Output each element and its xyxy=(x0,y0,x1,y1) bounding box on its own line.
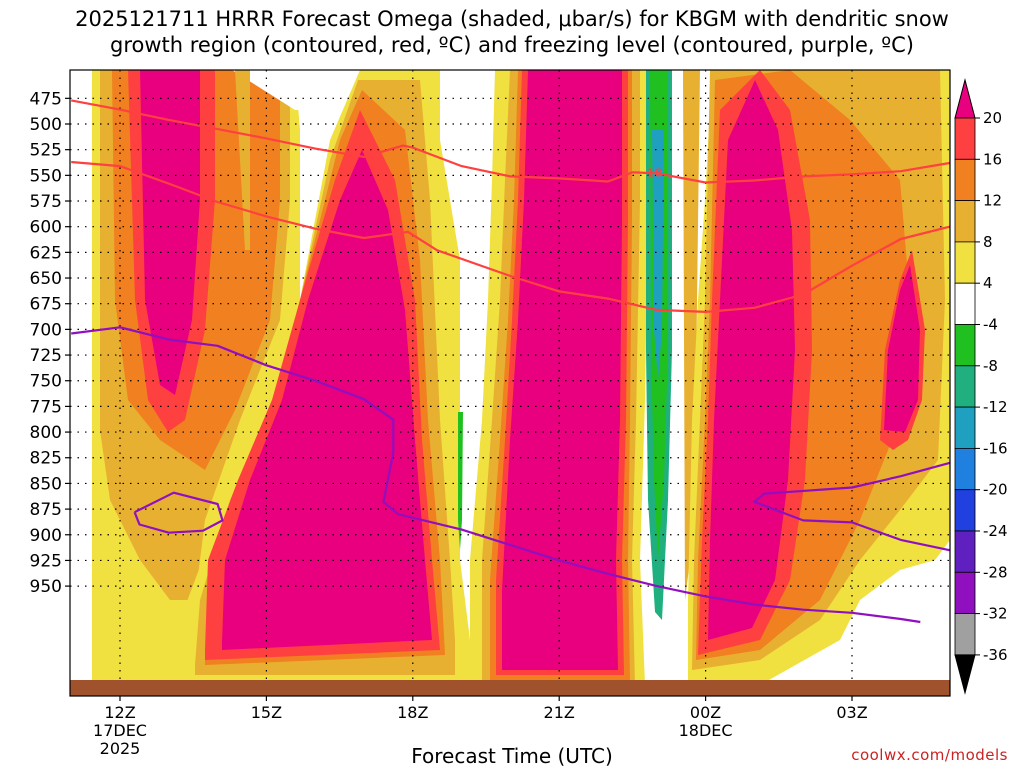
y-tick-label: 900 xyxy=(30,526,62,546)
colorbar-label: -24 xyxy=(983,522,1008,540)
y-tick-label: 925 xyxy=(30,551,62,571)
omega-gap-2 xyxy=(300,70,320,110)
y-tick-label: 725 xyxy=(30,346,62,366)
y-tick-label: 525 xyxy=(30,141,62,161)
colorbar-bottom-arrow xyxy=(954,654,976,695)
y-tick-label: 850 xyxy=(30,474,62,494)
x-tick-label: 00Z xyxy=(690,703,721,722)
colorbar-swatch xyxy=(954,613,976,656)
x-tick-label: 12Z xyxy=(104,703,135,722)
y-tick-label: 800 xyxy=(30,423,62,443)
credit-text: coolwx.com/models xyxy=(851,746,1008,764)
y-tick-label: 875 xyxy=(30,500,62,520)
colorbar-swatch xyxy=(954,489,976,532)
x-tick-label: 21Z xyxy=(544,703,575,722)
colorbar-swatch xyxy=(954,406,976,449)
plot-frame xyxy=(69,69,951,697)
omega-far-right-magenta xyxy=(884,265,920,432)
x-tick-date: 18DEC xyxy=(679,721,733,740)
contour-dendritic-upper xyxy=(70,99,950,184)
colorbar-top-arrow xyxy=(954,78,976,119)
contour-dendritic-lower xyxy=(71,160,950,313)
colorbar-swatch xyxy=(954,241,976,284)
colorbar-label: 8 xyxy=(983,233,993,251)
colorbar-swatch xyxy=(954,530,976,573)
x-tick-label: 15Z xyxy=(251,703,282,722)
y-tick-label: 700 xyxy=(30,320,62,340)
y-tick-label: 575 xyxy=(30,192,62,212)
omega-left-magenta xyxy=(140,70,200,395)
contour-label: -18 xyxy=(642,166,662,179)
omega-field xyxy=(70,70,950,696)
colorbar-swatch xyxy=(954,282,976,325)
omega-center-magenta xyxy=(502,70,622,670)
colorbar-swatch xyxy=(954,365,976,408)
omega-mid-magenta xyxy=(222,150,432,650)
y-tick-label: 550 xyxy=(30,166,62,186)
colorbar-label: 20 xyxy=(983,109,1002,127)
colorbar-swatch xyxy=(954,117,976,160)
x-tick-year: 2025 xyxy=(100,739,141,758)
colorbar-swatch xyxy=(954,200,976,243)
y-tick-label: 625 xyxy=(30,243,62,263)
y-tick-label: 950 xyxy=(30,577,62,597)
colorbar-label: -36 xyxy=(983,646,1008,664)
colorbar-label: -16 xyxy=(983,439,1008,457)
omega-gap-1 xyxy=(232,70,305,110)
omega-ascent-cyan xyxy=(652,130,664,380)
colorbar-label: -4 xyxy=(983,316,998,334)
colorbar-label: 16 xyxy=(983,150,1002,168)
x-tick-label: 18Z xyxy=(397,703,428,722)
colorbar-label: -8 xyxy=(983,357,998,375)
y-axis: 475 500 525 550 575 600 625 650 675 700 725 750 775 8… xyxy=(30,89,70,597)
chart-title: 2025121711 HRRR Forecast Omega (shaded, … xyxy=(75,7,949,57)
colorbar-label: -20 xyxy=(983,481,1008,499)
x-tick-label: 03Z xyxy=(836,703,867,722)
colorbar-label: -12 xyxy=(983,398,1008,416)
colorbar-swatch xyxy=(954,324,976,367)
colorbar-label: 12 xyxy=(983,192,1002,210)
colorbar-label: 4 xyxy=(983,274,993,292)
colorbar-swatch xyxy=(954,447,976,491)
y-tick-label: 775 xyxy=(30,397,62,417)
colorbar-swatch xyxy=(954,158,976,202)
contour-freezing-level xyxy=(71,326,921,624)
contour-lines: -18 xyxy=(70,99,950,624)
contour-freezing-level-loop-left xyxy=(133,491,224,534)
colorbar-label: -32 xyxy=(983,605,1008,623)
y-tick-label: 475 xyxy=(30,89,62,109)
y-tick-label: 600 xyxy=(30,218,62,238)
omega-thin-green xyxy=(458,412,463,550)
y-tick-label: 750 xyxy=(30,372,62,392)
colorbar-label: -28 xyxy=(983,563,1008,581)
contour-freezing-level-right-branch xyxy=(753,461,950,552)
x-axis-label: Forecast Time (UTC) xyxy=(411,744,613,768)
x-tick-date: 17DEC xyxy=(93,721,147,740)
ground-surface xyxy=(70,680,950,696)
omega-left-gold-2 xyxy=(235,70,250,250)
colorbar-swatch xyxy=(954,571,976,614)
omega-right-gold-strip xyxy=(683,70,700,600)
y-tick-label: 650 xyxy=(30,269,62,289)
y-tick-label: 500 xyxy=(30,115,62,135)
omega-right-magenta xyxy=(708,80,795,640)
colorbar: 20 16 12 8 4 -4 -8 -12 -16 -20 -24 -28 -32 -36 xyxy=(954,78,1008,695)
y-tick-label: 675 xyxy=(30,295,62,315)
y-tick-label: 825 xyxy=(30,449,62,469)
